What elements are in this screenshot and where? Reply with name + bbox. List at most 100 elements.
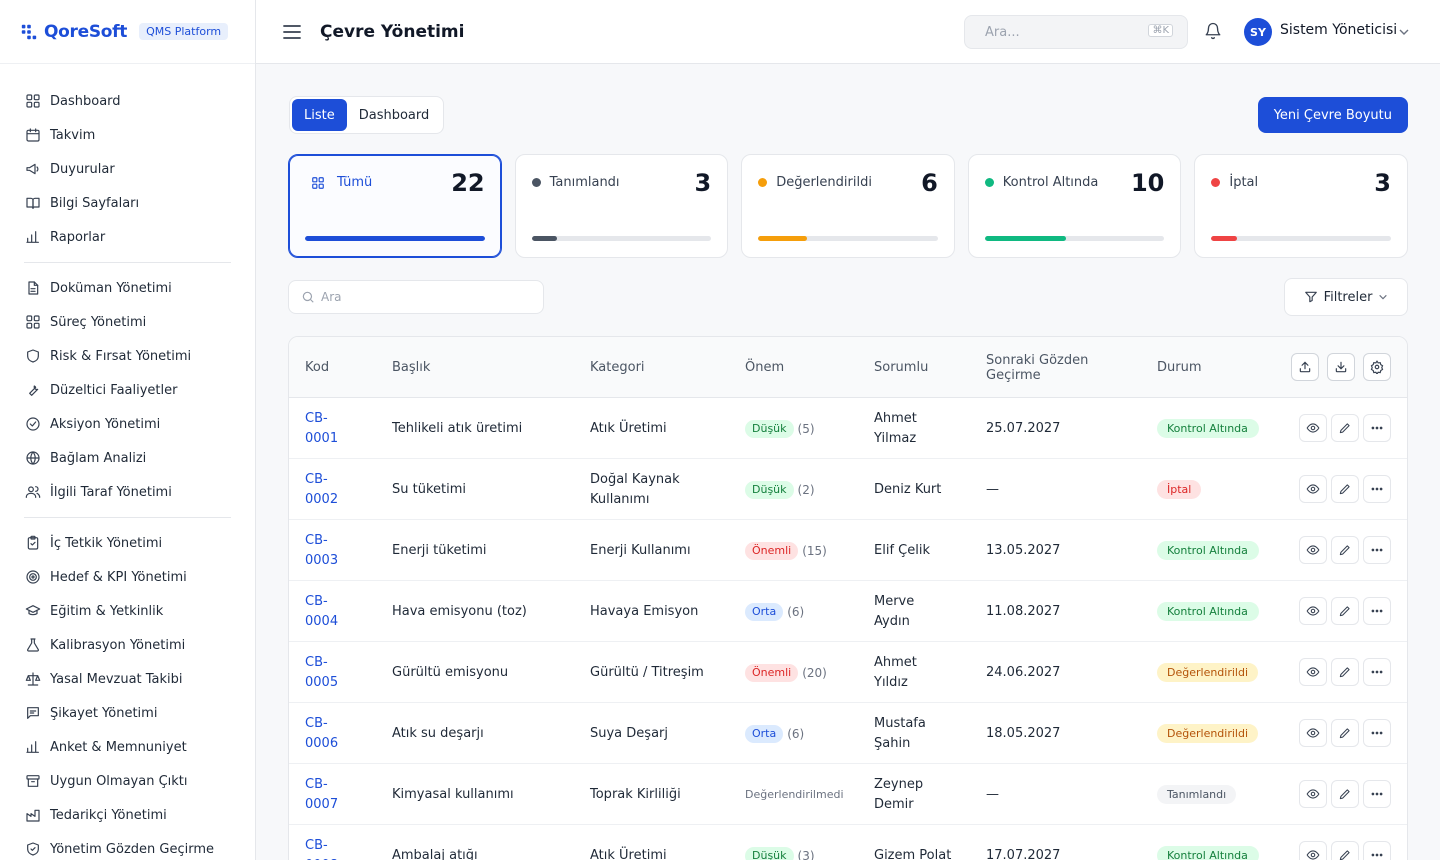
more-button[interactable] (1363, 414, 1391, 442)
sidebar-item-dashboard[interactable]: Dashboard (24, 84, 231, 118)
sidebar-item-düzeltici-faaliyetler[interactable]: Düzeltici Faaliyetler (24, 373, 231, 407)
new-environmental-aspect-button[interactable]: Yeni Çevre Boyutu (1257, 97, 1408, 133)
download-icon[interactable] (1327, 353, 1355, 381)
view-button[interactable] (1299, 841, 1327, 860)
stat-card-değerlendirildi[interactable]: Değerlendirildi 6 (741, 154, 955, 258)
table-row[interactable]: CB-0002 Su tüketimi Doğal Kaynak Kullanımı… (289, 459, 1407, 520)
stat-card-tanımlandı[interactable]: Tanımlandı 3 (514, 154, 729, 258)
sidebar-item-i-lgili-taraf-yönetimi[interactable]: İlgili Taraf Yönetimi (24, 475, 231, 509)
view-list-button[interactable]: Liste (292, 99, 347, 131)
bell-icon[interactable] (1204, 22, 1222, 40)
edit-button[interactable] (1331, 841, 1359, 860)
table-row[interactable]: CB-0001 Tehlikeli atık üretimi Atık Üretim… (289, 398, 1407, 459)
edit-button[interactable] (1331, 780, 1359, 808)
sidebar-item-raporlar[interactable]: Raporlar (24, 220, 231, 254)
sidebar-item-yönetim-gözden-geçirme[interactable]: Yönetim Gözden Geçirme (24, 832, 231, 860)
sidebar-item-yasal-mevzuat-takibi[interactable]: Yasal Mevzuat Takibi (24, 662, 231, 696)
table-row[interactable]: CB-0004 Hava emisyonu (toz) Havaya Emisyon… (289, 581, 1407, 642)
sidebar-item-tedarikçi-yönetimi[interactable]: Tedarikçi Yönetimi (24, 798, 231, 832)
more-button[interactable] (1363, 597, 1391, 625)
code-link[interactable]: CB-0005 (305, 654, 339, 690)
sidebar-item-takvim[interactable]: Takvim (24, 118, 231, 152)
severity-score: (6) (787, 604, 805, 619)
sidebar-divider (24, 517, 231, 518)
sidebar-item-duyurular[interactable]: Duyurular (24, 152, 231, 186)
gear-icon[interactable] (1363, 353, 1391, 381)
edit-button[interactable] (1331, 414, 1359, 442)
megaphone-icon (24, 160, 42, 178)
title-cell: Tehlikeli atık üretimi (392, 420, 523, 436)
sidebar-item-eğitim-yetkinlik[interactable]: Eğitim & Yetkinlik (24, 594, 231, 628)
view-button[interactable] (1299, 536, 1327, 564)
sidebar-item-süreç-yönetimi[interactable]: Süreç Yönetimi (24, 305, 231, 339)
aspects-table: Kod Başlık Kategori Önem Sorumlu Sonraki Gözd… (288, 336, 1408, 860)
column-header-kategori[interactable]: Kategori (590, 360, 645, 375)
stat-count: 10 (1130, 169, 1165, 197)
table-row[interactable]: CB-0008 Ambalaj atığı Atık Üretimi Düşük(3)… (289, 825, 1407, 860)
code-link[interactable]: CB-0004 (305, 593, 339, 629)
column-header-sonraki-gözden-geçirme[interactable]: Sonraki Gözden Geçirme (986, 352, 1089, 383)
more-button[interactable] (1363, 780, 1391, 808)
edit-button[interactable] (1331, 536, 1359, 564)
more-button[interactable] (1363, 475, 1391, 503)
column-header-sorumlu[interactable]: Sorumlu (874, 360, 929, 375)
table-row[interactable]: CB-0007 Kimyasal kullanımı Toprak Kirliliğ… (289, 764, 1407, 825)
sidebar-item-bilgi-sayfaları[interactable]: Bilgi Sayfaları (24, 186, 231, 220)
sidebar-item-anket-memnuniyet[interactable]: Anket & Memnuniyet (24, 730, 231, 764)
code-link[interactable]: CB-0003 (305, 532, 339, 568)
stat-card-i-ptal[interactable]: İptal 3 (1194, 154, 1408, 258)
more-button[interactable] (1363, 841, 1391, 860)
code-link[interactable]: CB-0006 (305, 715, 339, 751)
view-button[interactable] (1299, 414, 1327, 442)
view-dashboard-button[interactable]: Dashboard (358, 107, 430, 123)
column-header-durum[interactable]: Durum (1157, 360, 1202, 375)
table-row[interactable]: CB-0005 Gürültü emisyonu Gürültü / Titreşi… (289, 642, 1407, 703)
sidebar-item-i-ç-tetkik-yönetimi[interactable]: İç Tetkik Yönetimi (24, 526, 231, 560)
table-row[interactable]: CB-0003 Enerji tüketimi Enerji Kullanımı Ön… (289, 520, 1407, 581)
avatar[interactable]: SY (1244, 18, 1272, 46)
view-button[interactable] (1299, 475, 1327, 503)
upload-icon[interactable] (1291, 353, 1319, 381)
code-link[interactable]: CB-0008 (305, 837, 338, 860)
stat-card-tümü[interactable]: Tümü 22 (288, 154, 502, 258)
eye-icon (1306, 789, 1320, 799)
edit-button[interactable] (1331, 719, 1359, 747)
code-link[interactable]: CB-0002 (305, 471, 339, 507)
sidebar-item-risk-fırsat-yönetimi[interactable]: Risk & Fırsat Yönetimi (24, 339, 231, 373)
sidebar-item-uygun-olmayan-çıktı[interactable]: Uygun Olmayan Çıktı (24, 764, 231, 798)
hamburger-menu-icon[interactable] (282, 22, 302, 42)
view-button[interactable] (1299, 780, 1327, 808)
sidebar-item-bağlam-analizi[interactable]: Bağlam Analizi (24, 441, 231, 475)
sidebar-item-şikayet-yönetimi[interactable]: Şikayet Yönetimi (24, 696, 231, 730)
table-row[interactable]: CB-0006 Atık su deşarjı Suya Deşarj Orta (6)… (289, 703, 1407, 764)
sidebar-item-aksiyon-yönetimi[interactable]: Aksiyon Yönetimi (24, 407, 231, 441)
global-search-input[interactable]: Ara... ⌘K (964, 15, 1188, 49)
code-link[interactable]: CB-0001 (305, 410, 339, 446)
column-header-kod[interactable]: Kod (305, 360, 330, 375)
sidebar-item-hedef-kpi-yönetimi[interactable]: Hedef & KPI Yönetimi (24, 560, 231, 594)
brand[interactable]: QoreSoft QMS Platform (0, 0, 255, 64)
filters-button[interactable]: Filtreler (1284, 278, 1408, 316)
edit-button[interactable] (1331, 658, 1359, 686)
column-header-önem[interactable]: Önem (745, 360, 785, 375)
chevron-down-icon[interactable] (1398, 26, 1410, 38)
category-cell: Doğal Kaynak Kullanımı (590, 471, 680, 507)
severity-badge: Düşük (745, 480, 794, 499)
code-link[interactable]: CB-0007 (305, 776, 339, 812)
more-button[interactable] (1363, 658, 1391, 686)
view-button[interactable] (1299, 658, 1327, 686)
sidebar-item-doküman-yönetimi[interactable]: Doküman Yönetimi (24, 271, 231, 305)
column-header-başlık[interactable]: Başlık (392, 360, 431, 375)
stat-card-kontrol-altında[interactable]: Kontrol Altında 10 (967, 154, 1182, 258)
sidebar-item-kalibrasyon-yönetimi[interactable]: Kalibrasyon Yönetimi (24, 628, 231, 662)
sidebar-item-label: Kalibrasyon Yönetimi (50, 637, 186, 653)
view-button[interactable] (1299, 597, 1327, 625)
view-button[interactable] (1299, 719, 1327, 747)
edit-button[interactable] (1331, 597, 1359, 625)
stat-progress-bar (531, 236, 712, 241)
user-name[interactable]: Sistem Yöneticisi (1280, 22, 1398, 38)
more-button[interactable] (1363, 719, 1391, 747)
list-search-input[interactable]: Ara (288, 280, 544, 314)
more-button[interactable] (1363, 536, 1391, 564)
edit-button[interactable] (1331, 475, 1359, 503)
